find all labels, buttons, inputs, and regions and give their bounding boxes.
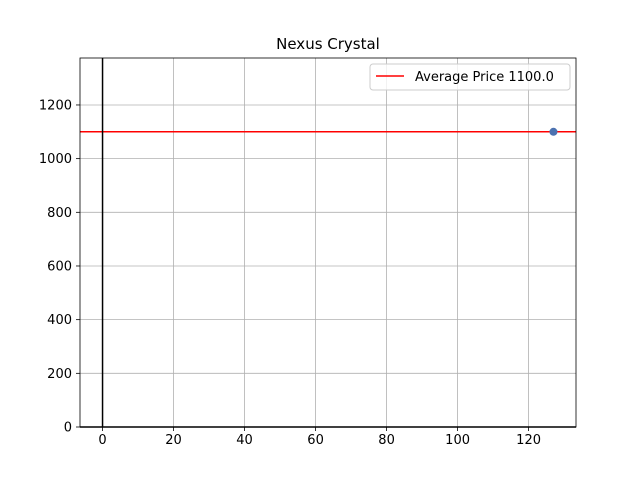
x-tick-label: 120: [516, 433, 541, 448]
y-tick-label: 1000: [39, 152, 72, 167]
x-tick-label: 20: [165, 433, 182, 448]
x-tick-label: 80: [378, 433, 395, 448]
x-tick-label: 40: [236, 433, 253, 448]
plot-frame: [79, 57, 577, 428]
y-tick-label: 400: [47, 313, 72, 328]
x-tick-label: 100: [445, 433, 470, 448]
y-tick-label: 600: [47, 259, 72, 274]
legend-box: [369, 63, 571, 91]
x-tick-label: 0: [98, 433, 106, 448]
y-tick-label: 800: [47, 206, 72, 221]
y-tick-label: 200: [47, 367, 72, 382]
y-tick-label: 1200: [39, 98, 72, 113]
y-tick-label: 0: [64, 421, 72, 436]
data-point: [549, 127, 558, 136]
legend-label-average-price: Average Price 1100.0: [415, 70, 554, 85]
reference-lines: [80, 58, 576, 428]
legend: Average Price 1100.0: [369, 63, 571, 91]
chart-title: Nexus Crystal: [276, 35, 380, 53]
x-tick-label: 60: [307, 433, 324, 448]
data-points: [549, 127, 558, 136]
grid: [80, 58, 576, 428]
